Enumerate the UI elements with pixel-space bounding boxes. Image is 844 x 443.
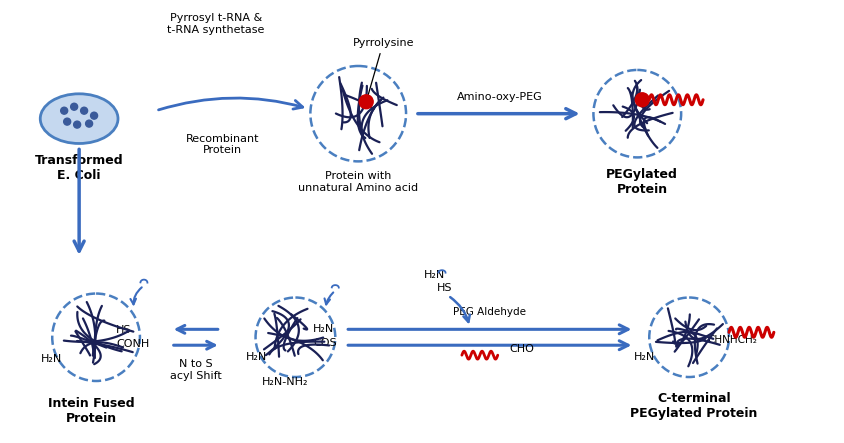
Circle shape [81, 107, 88, 114]
Text: COS: COS [313, 338, 337, 348]
Text: CONH: CONH [116, 339, 149, 349]
Text: N to S
acyl Shift: N to S acyl Shift [170, 359, 222, 381]
Text: PEGylated
Protein: PEGylated Protein [606, 168, 679, 196]
Text: Transformed
E. Coli: Transformed E. Coli [35, 155, 123, 183]
Text: H₂N-NH₂: H₂N-NH₂ [262, 377, 309, 387]
Text: Recombinant
Protein: Recombinant Protein [186, 133, 259, 155]
Text: CHO: CHO [510, 344, 534, 354]
Circle shape [85, 120, 93, 127]
Ellipse shape [41, 94, 118, 144]
Text: H₂N: H₂N [313, 324, 334, 334]
Text: Amino-oxy-PEG: Amino-oxy-PEG [457, 92, 543, 102]
Text: PEG Aldehyde: PEG Aldehyde [453, 307, 527, 317]
Circle shape [90, 112, 98, 119]
Text: Intein Fused
Protein: Intein Fused Protein [48, 397, 134, 425]
Circle shape [636, 93, 649, 107]
Circle shape [360, 95, 373, 109]
Circle shape [73, 121, 81, 128]
Text: HS: HS [116, 325, 132, 335]
Text: H₂N: H₂N [635, 352, 656, 362]
Text: H₂N: H₂N [246, 352, 267, 362]
Circle shape [71, 103, 78, 110]
Text: HS: HS [437, 283, 452, 292]
Text: CHNHCH₂: CHNHCH₂ [707, 335, 757, 345]
Text: H₂N: H₂N [41, 354, 62, 364]
Text: H₂N: H₂N [425, 270, 446, 280]
Text: Pyrrolysine: Pyrrolysine [353, 38, 414, 99]
Text: Protein with
unnatural Amino acid: Protein with unnatural Amino acid [298, 171, 419, 193]
Circle shape [63, 118, 71, 125]
Circle shape [61, 107, 68, 114]
Text: Pyrrosyl t-RNA &
t-RNA synthetase: Pyrrosyl t-RNA & t-RNA synthetase [167, 13, 264, 35]
Text: C-terminal
PEGylated Protein: C-terminal PEGylated Protein [630, 392, 758, 420]
